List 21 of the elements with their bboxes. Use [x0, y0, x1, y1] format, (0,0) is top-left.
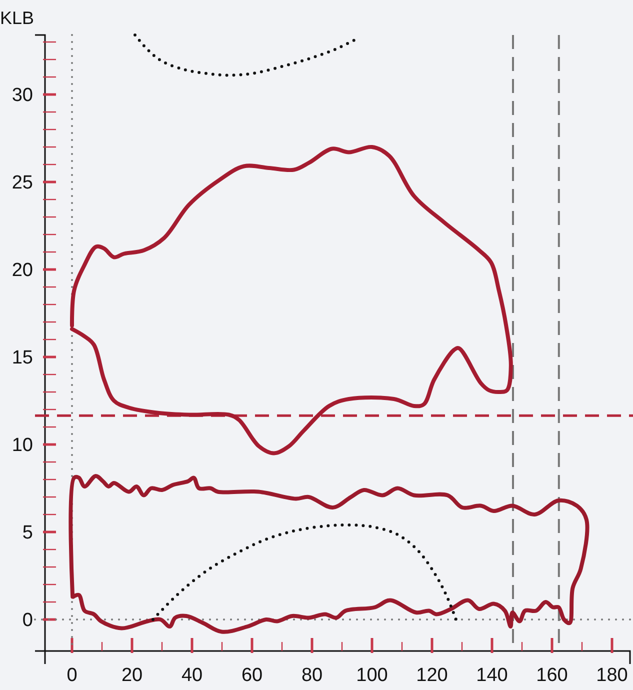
y-tick-label: 20	[12, 260, 33, 282]
x-tick-label: 0	[66, 664, 78, 686]
x-tick-label: 80	[301, 664, 323, 686]
x-tick-label: 120	[416, 664, 448, 686]
y-tick-label: 30	[12, 85, 33, 106]
y-tick-label: 0	[22, 610, 33, 632]
x-tick-label: 160	[536, 664, 568, 686]
x-tick-label: 180	[596, 664, 628, 686]
y-tick-label: 10	[12, 435, 33, 456]
line-series	[70, 144, 513, 456]
x-tick-label: 140	[476, 664, 508, 686]
x-tick-label: 40	[181, 664, 203, 686]
y-tick-label: 15	[12, 348, 33, 369]
x-tick-label: 20	[121, 664, 143, 686]
x-tick-label: 60	[241, 664, 263, 686]
y-tick-label: 25	[12, 172, 33, 194]
y-tick-label: 5	[22, 522, 33, 544]
y-axis-title: KLB	[0, 8, 34, 28]
line-series	[152, 523, 458, 621]
line-series	[134, 34, 356, 77]
x-tick-label: 100	[356, 664, 388, 686]
